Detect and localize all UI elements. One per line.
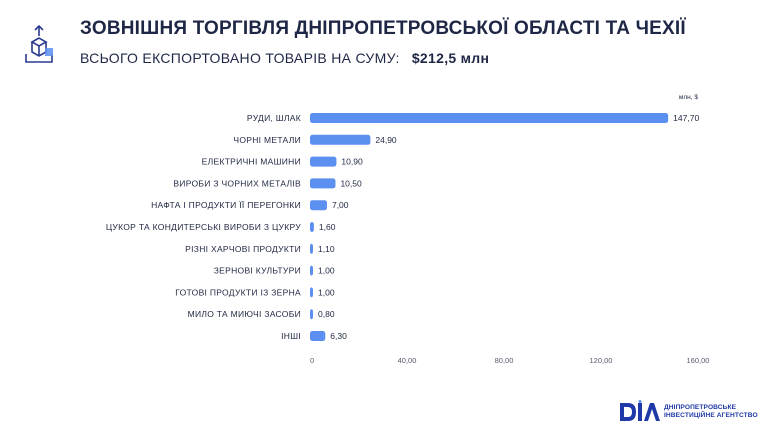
subtitle-text: ВСЬОГО ЕКСПОРТОВАНО ТОВАРІВ НА СУМУ: [80, 50, 400, 66]
bar [310, 200, 327, 211]
brand-text: ДНІПРОПЕТРОВСЬКЕ ІНВЕСТИЦІЙНЕ АГЕНТСТВО [664, 404, 758, 420]
brand-line-1: ДНІПРОПЕТРОВСЬКЕ [664, 404, 737, 411]
bar [310, 309, 313, 320]
value-label: 24,90 [375, 135, 397, 145]
brand-logo: ДНІПРОПЕТРОВСЬКЕ ІНВЕСТИЦІЙНЕ АГЕНТСТВО [618, 400, 758, 424]
value-label: 10,50 [340, 178, 362, 188]
dia-logo-icon [620, 400, 660, 421]
value-label: 10,90 [341, 157, 363, 167]
category-label: ЕЛЕКТРИЧНІ МАШИНИ [202, 157, 301, 167]
category-label: МИЛО ТА МИЮЧІ ЗАСОБИ [188, 309, 301, 319]
total-value: $212,5 млн [411, 50, 490, 66]
value-label: 1,00 [318, 266, 335, 276]
bar [310, 222, 314, 232]
bar [310, 134, 371, 145]
value-label: 1,10 [318, 244, 335, 254]
x-tick-label: 40,00 [398, 356, 417, 365]
value-label: 7,00 [332, 200, 349, 210]
value-label: 6,30 [330, 331, 347, 341]
bar [310, 265, 313, 276]
category-label: ЗЕРНОВІ КУЛЬТУРИ [214, 266, 301, 276]
category-label: ІНШІ [281, 331, 301, 341]
value-label: 1,00 [318, 287, 335, 297]
bar [310, 156, 337, 167]
x-tick-label: 120,00 [590, 356, 613, 365]
category-label: РУДИ, ШЛАК [247, 113, 301, 123]
category-label: ЦУКОР ТА КОНДИТЕРСЬКІ ВИРОБИ З ЦУКРУ [106, 222, 301, 232]
bar [310, 113, 669, 123]
axis-unit-label: млн, $ [679, 94, 698, 101]
category-label: ВИРОБИ З ЧОРНИХ МЕТАЛІВ [173, 178, 301, 188]
bar [310, 178, 336, 189]
page-subtitle: ВСЬОГО ЕКСПОРТОВАНО ТОВАРІВ НА СУМУ: $21… [80, 50, 489, 66]
bar [310, 243, 313, 254]
bar [310, 331, 326, 341]
value-label: 1,60 [319, 222, 336, 232]
x-tick-label: 160,00 [687, 356, 710, 365]
page-title: ЗОВНІШНЯ ТОРГІВЛЯ ДНІПРОПЕТРОВСЬКОЇ ОБЛА… [80, 18, 686, 39]
export-box-icon [25, 24, 53, 63]
category-label: ЧОРНІ МЕТАЛИ [233, 135, 301, 145]
x-tick-label: 80,00 [495, 356, 514, 365]
category-label: РІЗНІ ХАРЧОВІ ПРОДУКТИ [185, 244, 301, 254]
x-tick-label: 0 [310, 356, 314, 365]
value-label: 0,80 [318, 309, 335, 319]
value-label: 147,70 [673, 113, 699, 123]
brand-line-2: ІНВЕСТИЦІЙНЕ АГЕНТСТВО [664, 412, 758, 419]
category-label: НАФТА І ПРОДУКТИ ЇЇ ПЕРЕГОНКИ [151, 200, 301, 210]
bar [310, 287, 313, 298]
category-label: ГОТОВІ ПРОДУКТИ ІЗ ЗЕРНА [175, 287, 301, 297]
